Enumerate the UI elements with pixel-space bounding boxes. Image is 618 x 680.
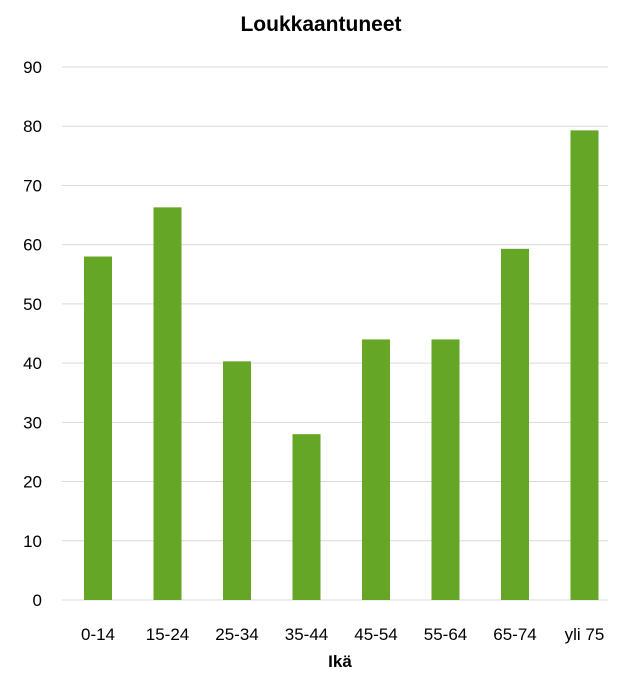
x-tick-label: yli 75 (565, 625, 605, 644)
bars (84, 130, 599, 600)
bar-55-64 (431, 339, 460, 600)
y-tick-label: 60 (23, 236, 42, 255)
x-tick-label: 55-64 (424, 625, 467, 644)
bar-45-54 (362, 339, 390, 600)
y-axis-tick-labels: 0 10 20 30 40 50 60 70 80 90 (23, 58, 42, 610)
bar-25-34 (223, 361, 251, 600)
y-tick-label: 0 (33, 591, 42, 610)
x-tick-label: 35-44 (285, 625, 328, 644)
x-tick-label: 25-34 (215, 625, 258, 644)
bar-65-74 (501, 248, 529, 600)
bar-0-14 (84, 256, 112, 600)
x-tick-label: 15-24 (146, 625, 189, 644)
x-tick-label: 65-74 (493, 625, 536, 644)
x-axis-title: Ikä (328, 652, 352, 671)
x-tick-label: 0-14 (81, 625, 115, 644)
y-tick-label: 50 (23, 295, 42, 314)
y-tick-label: 20 (23, 473, 42, 492)
y-tick-label: 70 (23, 176, 42, 195)
y-tick-label: 10 (23, 532, 42, 551)
x-axis-tick-labels: 0-14 15-24 25-34 35-44 45-54 55-64 65-74 yli 75 (81, 625, 604, 644)
bar-35-44 (292, 434, 321, 600)
y-tick-label: 30 (23, 413, 42, 432)
bar-yli-75 (570, 130, 599, 600)
y-tick-label: 40 (23, 354, 42, 373)
bar-15-24 (153, 207, 182, 600)
chart-title: Loukkaantuneet (240, 13, 401, 36)
y-tick-label: 80 (23, 117, 42, 136)
x-tick-label: 45-54 (354, 625, 397, 644)
y-tick-label: 90 (23, 58, 42, 77)
gridlines (62, 66, 608, 601)
